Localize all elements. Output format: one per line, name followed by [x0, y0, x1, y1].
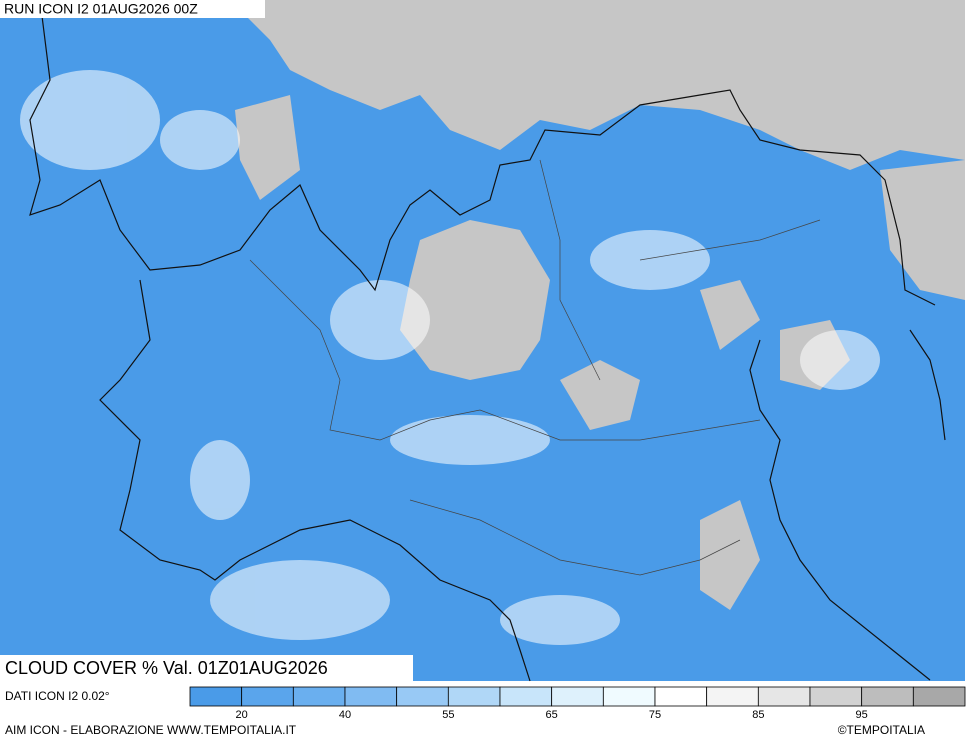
legend-swatch [447, 686, 501, 707]
caption-title: CLOUD COVER % Val. 01Z01AUG2026 [5, 658, 328, 678]
legend-swatch [551, 686, 604, 707]
legend-swatch [602, 686, 656, 707]
data-source: DATI ICON I2 0.02° [5, 689, 110, 703]
legend-label: 55 [442, 709, 454, 721]
legend-label: 75 [649, 709, 661, 721]
legend-swatch [861, 686, 914, 707]
legend-swatch [396, 686, 449, 707]
legend-swatch [344, 686, 398, 707]
legend-swatch [189, 686, 243, 707]
legend-swatch [654, 686, 708, 707]
copyright: ©TEMPOITALIA [838, 723, 925, 737]
legend-label: 20 [236, 709, 248, 721]
legend-swatch [757, 686, 811, 707]
header-box [0, 0, 265, 18]
legend: 20 40 55 65 75 85 95 [189, 686, 966, 721]
map [0, 0, 965, 682]
legend-swatch [241, 686, 294, 707]
legend-label: 95 [856, 709, 868, 721]
caption-box [0, 655, 413, 681]
legend-label: 65 [546, 709, 558, 721]
run-label: RUN ICON I2 01AUG2026 00Z [4, 1, 198, 17]
legend-label: 85 [752, 709, 764, 721]
legend-swatch [809, 686, 863, 707]
credit: AIM ICON - ELABORAZIONE WWW.TEMPOITALIA.… [5, 723, 297, 737]
legend-swatch [706, 686, 759, 707]
legend-swatch [912, 686, 966, 707]
legend-swatch [499, 686, 553, 707]
legend-swatch [292, 686, 346, 707]
legend-label: 40 [339, 709, 351, 721]
